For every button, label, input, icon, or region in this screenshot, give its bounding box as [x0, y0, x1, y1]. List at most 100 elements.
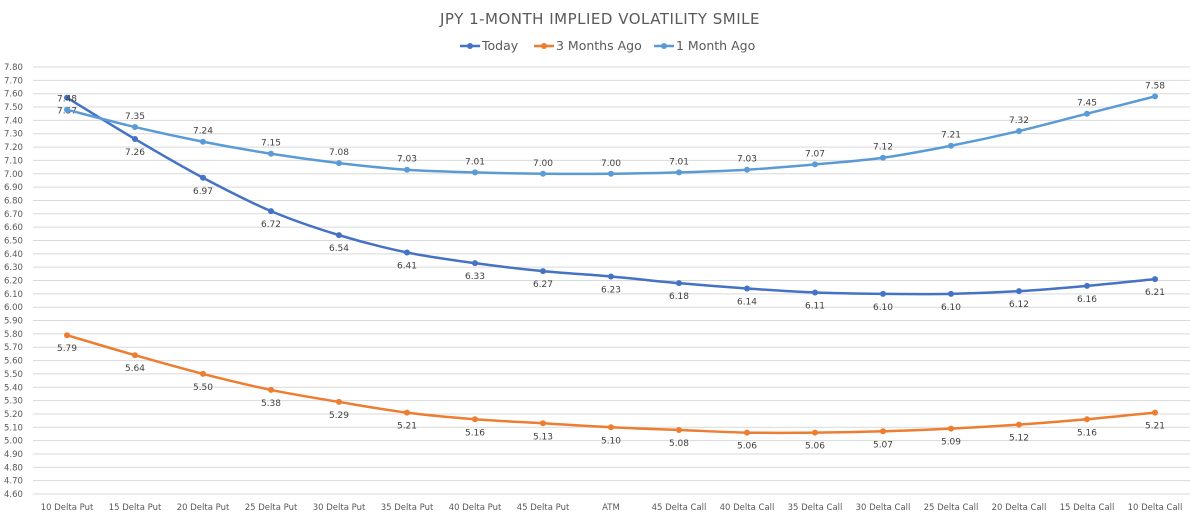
data-point	[880, 428, 886, 435]
x-tick-label: 45 Delta Call	[652, 503, 707, 513]
data-point	[472, 260, 478, 267]
y-tick-label: 6.40	[4, 250, 23, 260]
data-point	[1016, 421, 1022, 428]
data-label: 7.07	[805, 149, 825, 159]
x-tick-label: 15 Delta Put	[109, 503, 162, 513]
x-tick-label: 25 Delta Put	[245, 503, 298, 513]
y-tick-label: 5.50	[4, 370, 23, 380]
data-label: 7.48	[57, 95, 77, 105]
data-point	[676, 426, 682, 433]
y-tick-label: 7.70	[4, 76, 23, 86]
data-label: 5.09	[941, 438, 961, 448]
data-point	[608, 424, 614, 431]
data-point	[676, 280, 682, 287]
y-tick-label: 7.80	[4, 63, 23, 73]
data-point	[200, 138, 206, 145]
data-label: 5.38	[261, 399, 281, 409]
x-tick-label: 25 Delta Call	[924, 503, 979, 513]
data-point	[744, 166, 750, 173]
data-point	[540, 170, 546, 177]
x-tick-label: 15 Delta Call	[1060, 503, 1115, 513]
data-label: 6.97	[193, 187, 213, 197]
y-tick-label: 5.90	[4, 317, 23, 327]
data-point	[1152, 276, 1158, 283]
y-tick-label: 5.00	[4, 437, 23, 447]
y-tick-label: 7.30	[4, 130, 23, 140]
data-label: 5.07	[873, 440, 893, 450]
x-tick-label: 30 Delta Call	[856, 503, 911, 513]
data-label: 7.32	[1009, 116, 1029, 126]
legend-swatch-marker	[541, 43, 547, 49]
y-tick-label: 6.70	[4, 210, 23, 220]
data-label: 7.24	[193, 127, 213, 137]
x-tick-label: 20 Delta Call	[992, 503, 1047, 513]
data-label: 5.10	[601, 436, 621, 446]
data-point	[64, 106, 70, 113]
data-point	[948, 290, 954, 297]
data-point	[1016, 288, 1022, 295]
data-label: 7.26	[125, 148, 145, 158]
data-label: 5.12	[1009, 434, 1029, 444]
gridlines	[33, 66, 1190, 495]
data-label: 7.12	[873, 143, 893, 153]
y-tick-label: 5.40	[4, 383, 23, 393]
data-label: 5.50	[193, 383, 213, 393]
series-line	[66, 334, 1156, 435]
y-tick-label: 5.70	[4, 343, 23, 353]
y-tick-label: 5.60	[4, 357, 23, 367]
y-tick-label: 4.60	[4, 490, 23, 500]
x-tick-label: 40 Delta Put	[449, 503, 502, 513]
chart-title: JPY 1-MONTH IMPLIED VOLATILITY SMILE	[439, 10, 760, 28]
data-label: 6.10	[873, 303, 893, 313]
data-label: 6.12	[1009, 300, 1029, 310]
legend-label: 3 Months Ago	[556, 38, 642, 53]
data-point	[1152, 93, 1158, 100]
data-point	[608, 170, 614, 177]
data-label: 6.14	[737, 298, 757, 308]
data-label: 7.03	[397, 155, 417, 165]
data-point	[268, 150, 274, 157]
legend-label: Today	[481, 38, 519, 53]
data-point	[64, 332, 70, 339]
data-label: 7.08	[329, 148, 349, 158]
x-tick-label: 20 Delta Put	[177, 503, 230, 513]
data-label: 5.06	[805, 442, 825, 452]
data-point	[1084, 282, 1090, 289]
x-tick-label: 30 Delta Put	[313, 503, 366, 513]
data-label: 5.06	[737, 442, 757, 452]
data-point	[676, 169, 682, 176]
data-point	[404, 249, 410, 256]
data-point	[540, 268, 546, 275]
y-tick-label: 7.00	[4, 170, 23, 180]
data-point	[1084, 416, 1090, 423]
data-point	[472, 416, 478, 423]
data-label: 5.21	[397, 422, 417, 432]
legend-item: Today	[460, 38, 519, 53]
y-tick-label: 5.30	[4, 397, 23, 407]
y-tick-label: 5.80	[4, 330, 23, 340]
y-tick-label: 6.60	[4, 223, 23, 233]
y-tick-label: 7.60	[4, 90, 23, 100]
data-point	[404, 166, 410, 173]
data-point	[268, 386, 274, 393]
y-tick-label: 6.30	[4, 263, 23, 273]
series-line	[66, 96, 1156, 296]
legend-swatch-marker	[661, 43, 667, 49]
data-label: 6.72	[261, 220, 281, 230]
data-label: 6.16	[1077, 295, 1097, 305]
data-label: 7.00	[601, 159, 621, 169]
data-point	[472, 169, 478, 176]
y-tick-label: 6.00	[4, 303, 23, 313]
data-label: 7.45	[1077, 99, 1097, 109]
data-point	[64, 94, 70, 101]
series-group: 5.79 5.64 5.50 5.38 5.29 5.21 5.16 5.13 5.10 5.08…	[57, 332, 1165, 452]
data-point	[540, 420, 546, 427]
data-label: 7.35	[125, 112, 145, 122]
data-label: 7.03	[737, 155, 757, 165]
y-tick-label: 6.90	[4, 183, 23, 193]
data-label: 6.23	[601, 285, 621, 295]
y-tick-label: 7.40	[4, 116, 23, 126]
data-point	[812, 161, 818, 168]
y-tick-label: 6.80	[4, 196, 23, 206]
y-axis: 4.60 4.70 4.80 4.90 5.00 5.10 5.20 5.30 5.40 5.50…	[4, 63, 23, 500]
